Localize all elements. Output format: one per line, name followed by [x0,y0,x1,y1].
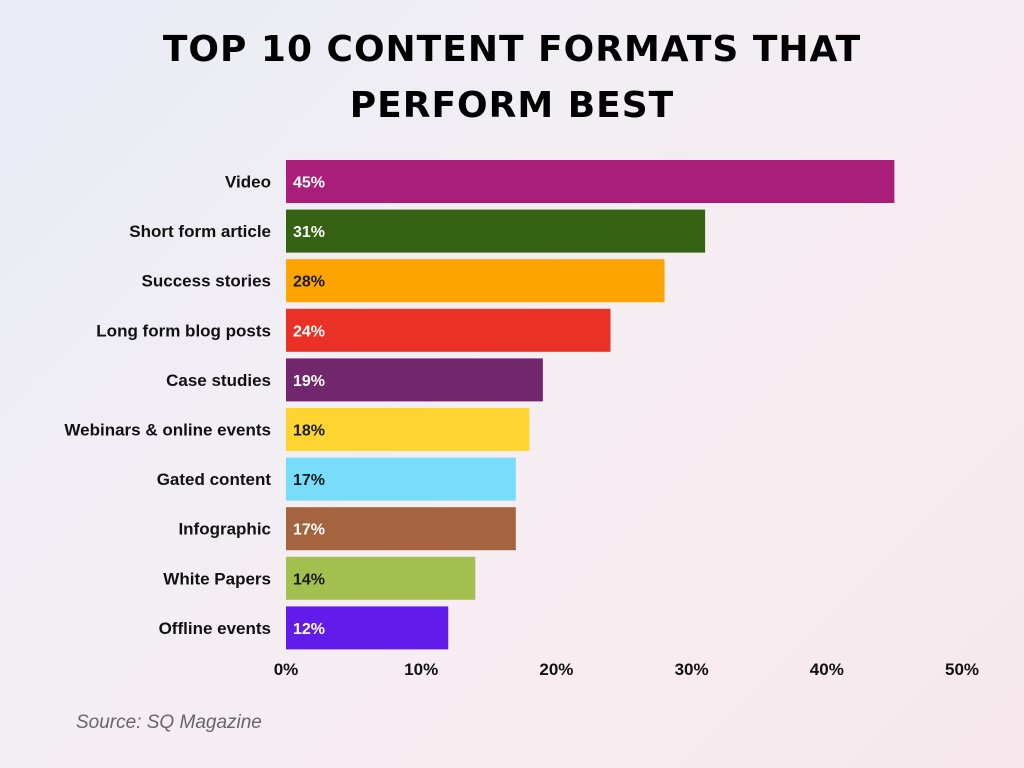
category-label-infographic: Infographic [178,520,271,539]
category-label-video: Video [225,173,271,192]
category-label-case-studies: Case studies [166,371,271,390]
value-label-short-form-article: 31% [293,224,325,241]
category-label-offline-events: Offline events [159,619,271,638]
bar-long-form-blog-posts [286,308,611,352]
value-label-success-stories: 28% [293,274,325,291]
category-label-short-form-article: Short form article [129,222,271,241]
category-label-success-stories: Success stories [142,272,271,291]
bar-case-studies [286,358,543,402]
category-label-white-papers: White Papers [163,569,271,588]
value-label-long-form-blog-posts: 24% [293,323,325,340]
x-axis: 0% 10% 20% 30% 40% 50% [274,660,979,679]
value-label-webinars-online-events: 18% [293,423,325,440]
chart-title: TOP 10 CONTENT FORMATS THAT PERFORM BEST [162,29,862,126]
bar-success-stories [286,259,665,303]
bar-webinars-online-events [286,408,530,451]
bar-offline-events [286,606,449,650]
value-label-video: 45% [293,175,325,192]
category-label-gated-content: Gated content [157,470,272,489]
x-tick-label: 10% [404,660,438,679]
bars-layer [286,160,895,650]
source-note: Source: SQ Magazine [76,712,262,733]
value-label-case-studies: 19% [293,373,325,390]
bar-gated-content [286,457,516,501]
category-label-webinars-online-events: Webinars & online events [64,421,271,440]
bar-video [286,160,895,203]
bar-infographic [286,507,516,551]
x-tick-label: 0% [274,660,299,679]
category-label-long-form-blog-posts: Long form blog posts [96,321,271,340]
value-label-white-papers: 14% [293,571,325,588]
x-tick-label: 30% [675,660,709,679]
bar-white-papers [286,556,476,600]
x-tick-label: 40% [810,660,844,679]
value-label-infographic: 17% [293,522,325,539]
category-labels: Video Short form article Success stories Lo… [64,173,271,638]
value-label-gated-content: 17% [293,472,325,489]
x-tick-label: 20% [539,660,573,679]
value-label-offline-events: 12% [293,621,325,638]
x-tick-label: 50% [945,660,979,679]
value-labels: 45% 31% 28% 24% 19% 18% 17% 17% 14% 12% [293,175,325,638]
bar-short-form-article [286,209,706,253]
